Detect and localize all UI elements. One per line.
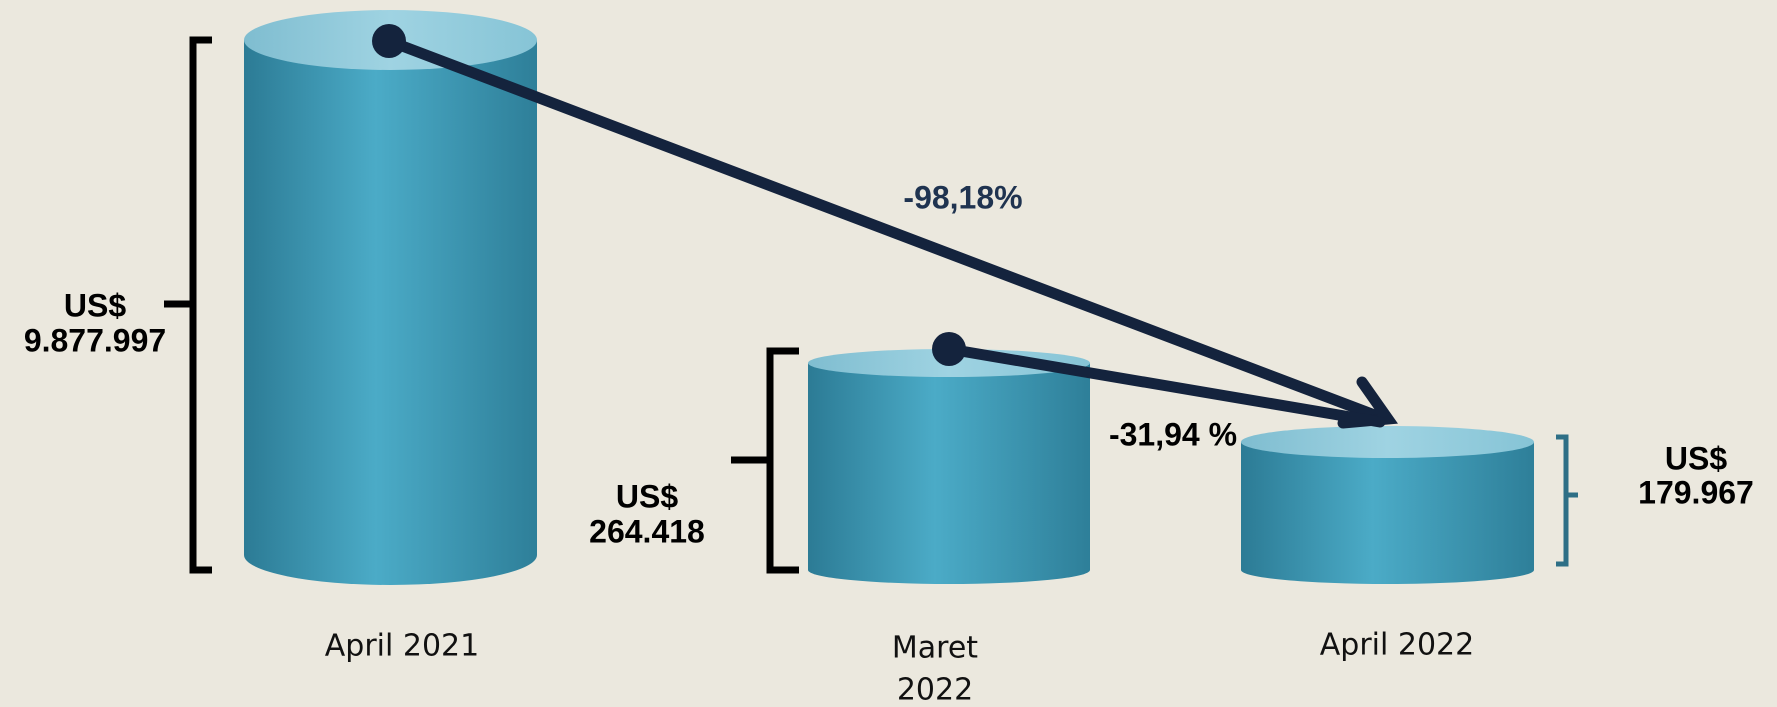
cylinder (1241, 426, 1534, 584)
change-label: -98,18% (903, 179, 1022, 215)
change-label: -31,94 % (1109, 416, 1237, 452)
currency: US$ (1665, 440, 1727, 476)
category-label: 2022 (897, 673, 973, 707)
amount: 9.877.997 (24, 322, 166, 358)
amount: 264.418 (589, 513, 705, 549)
category-label: April 2021 (325, 629, 479, 664)
currency: US$ (64, 287, 126, 323)
category-label: April 2022 (1320, 628, 1474, 663)
arrow (932, 332, 1386, 428)
bracket (1556, 434, 1578, 567)
bracket (164, 36, 212, 574)
bracket (731, 347, 799, 574)
cylinder (244, 10, 537, 586)
amount: 179.967 (1638, 474, 1754, 510)
cylinder (808, 349, 1090, 584)
category-label: Maret (892, 631, 978, 666)
currency: US$ (616, 478, 678, 514)
